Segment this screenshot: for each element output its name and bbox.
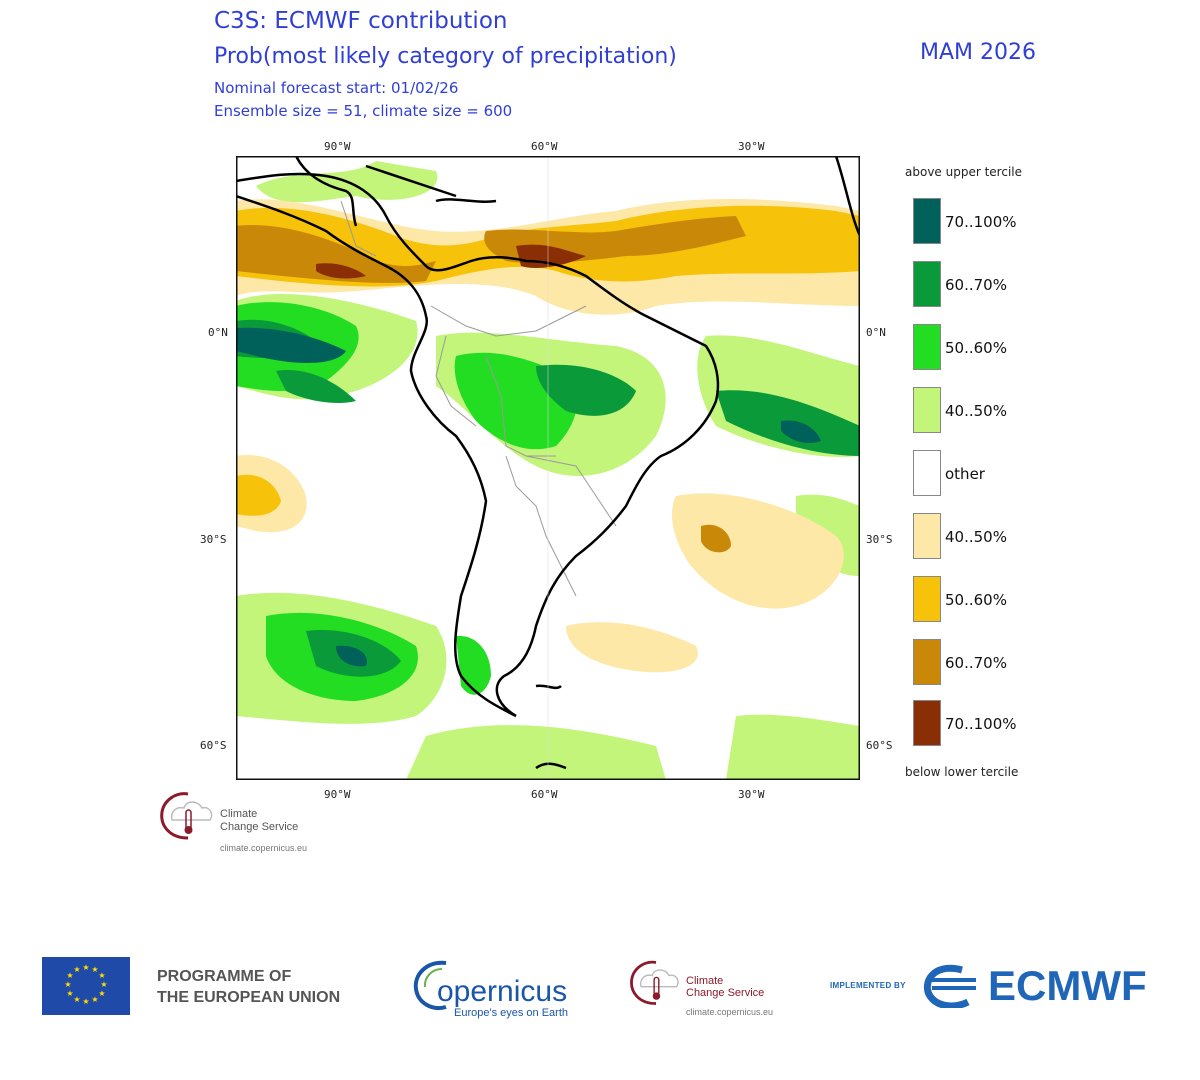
svg-text:★: ★ bbox=[64, 980, 71, 989]
legend-item-label: other bbox=[945, 465, 985, 483]
legend-bottom-label: below lower tercile bbox=[905, 765, 1019, 779]
svg-text:★: ★ bbox=[82, 963, 89, 972]
legend-swatch bbox=[913, 198, 941, 244]
legend-top-label: above upper tercile bbox=[905, 165, 1022, 179]
lon-label-top-60w: 60°W bbox=[531, 140, 558, 153]
lon-label-top-30w: 30°W bbox=[738, 140, 765, 153]
lon-label-bottom-60w: 60°W bbox=[531, 788, 558, 801]
svg-text:★: ★ bbox=[66, 971, 73, 980]
lat-label-left-30s: 30°S bbox=[200, 533, 227, 546]
ecmwf-logo-icon bbox=[923, 964, 976, 1008]
c3s-badge-line1: Climate bbox=[220, 808, 258, 820]
copernicus-tagline: Europe's eyes on Earth bbox=[454, 1007, 569, 1019]
legend-item: 60..70% bbox=[913, 261, 1053, 309]
svg-text:★: ★ bbox=[98, 989, 105, 998]
legend-item-label: 50..60% bbox=[945, 339, 1007, 357]
precipitation-probability-map bbox=[236, 156, 860, 780]
lat-label-left-60s: 60°S bbox=[200, 739, 227, 752]
lat-label-right-60s: 60°S bbox=[866, 739, 893, 752]
legend-item-label: 60..70% bbox=[945, 276, 1007, 294]
legend-item: 40..50% bbox=[913, 513, 1053, 561]
legend-swatch bbox=[913, 387, 941, 433]
copernicus-c-icon bbox=[413, 960, 447, 1010]
copernicus-wordmark: opernicus bbox=[437, 975, 568, 1008]
svg-text:★: ★ bbox=[98, 971, 105, 980]
copernicus-logo: opernicus Europe's eyes on Earth bbox=[412, 955, 587, 1020]
eu-programme-line1: PROGRAMME OF bbox=[157, 968, 292, 985]
eu-programme-text: PROGRAMME OF THE EUROPEAN UNION bbox=[157, 966, 340, 1008]
country-borders bbox=[340, 200, 617, 597]
legend-item: 70..100% bbox=[913, 198, 1053, 246]
lon-label-top-90w: 90°W bbox=[324, 140, 351, 153]
season-label: MAM 2026 bbox=[920, 40, 1036, 65]
legend-item: 50..60% bbox=[913, 576, 1053, 624]
lon-label-bottom-30w: 30°W bbox=[738, 788, 765, 801]
legend-item: 50..60% bbox=[913, 324, 1053, 372]
legend-item-label: 50..60% bbox=[945, 591, 1007, 609]
legend-item-label: 40..50% bbox=[945, 528, 1007, 546]
ensemble-info-text: Ensemble size = 51, climate size = 600 bbox=[214, 102, 513, 120]
legend-item: 70..100% bbox=[913, 700, 1053, 748]
implemented-by-text: IMPLEMENTED BY bbox=[830, 981, 906, 990]
svg-text:★: ★ bbox=[73, 965, 80, 974]
forecast-start-text: Nominal forecast start: 01/02/26 bbox=[214, 79, 459, 97]
legend-swatch bbox=[913, 639, 941, 685]
svg-text:★: ★ bbox=[73, 995, 80, 1004]
legend: above upper tercile 70..100% 60..70% 50.… bbox=[900, 160, 1060, 790]
lon-label-bottom-90w: 90°W bbox=[324, 788, 351, 801]
svg-text:★: ★ bbox=[100, 980, 107, 989]
chart-subtitle: Prob(most likely category of precipitati… bbox=[214, 44, 677, 69]
lat-label-left-0n: 0°N bbox=[208, 326, 228, 339]
c3s-footer-logo: Climate Change Service climate.copernicu… bbox=[628, 955, 798, 1020]
legend-item-label: 40..50% bbox=[945, 402, 1007, 420]
c3s-logo-icon bbox=[160, 792, 213, 840]
eu-programme-line2: THE EUROPEAN UNION bbox=[157, 989, 341, 1006]
c3s-footer-url: climate.copernicus.eu bbox=[686, 1007, 774, 1017]
chart-title: C3S: ECMWF contribution bbox=[214, 8, 508, 34]
eu-flag-icon: ★ ★★ ★★★ ★★★ ★★★ bbox=[42, 957, 130, 1015]
legend-item-label: 60..70% bbox=[945, 654, 1007, 672]
legend-swatch bbox=[913, 513, 941, 559]
legend-item-label: 70..100% bbox=[945, 213, 1017, 231]
legend-item: other bbox=[913, 450, 1053, 498]
legend-swatch bbox=[913, 261, 941, 307]
svg-text:★: ★ bbox=[91, 995, 98, 1004]
lat-label-right-30s: 30°S bbox=[866, 533, 893, 546]
legend-swatch bbox=[913, 450, 941, 496]
c3s-badge-url: climate.copernicus.eu bbox=[220, 843, 308, 853]
c3s-badge-line2: Change Service bbox=[220, 821, 299, 833]
legend-swatch bbox=[913, 576, 941, 622]
c3s-footer-line2: Change Service bbox=[686, 987, 765, 999]
coastlines bbox=[236, 156, 860, 770]
legend-swatch bbox=[913, 324, 941, 370]
legend-item: 60..70% bbox=[913, 639, 1053, 687]
c3s-footer-icon bbox=[630, 960, 679, 1005]
svg-text:★: ★ bbox=[91, 965, 98, 974]
svg-text:★: ★ bbox=[82, 997, 89, 1006]
legend-item-label: 70..100% bbox=[945, 715, 1017, 733]
svg-text:★: ★ bbox=[66, 989, 73, 998]
lat-label-right-0n: 0°N bbox=[866, 326, 886, 339]
legend-swatch bbox=[913, 700, 941, 746]
c3s-badge: Climate Change Service climate.copernicu… bbox=[158, 786, 348, 856]
legend-item: 40..50% bbox=[913, 387, 1053, 435]
c3s-footer-line1: Climate bbox=[686, 975, 724, 987]
ecmwf-wordmark: ECMWF bbox=[988, 962, 1147, 1009]
